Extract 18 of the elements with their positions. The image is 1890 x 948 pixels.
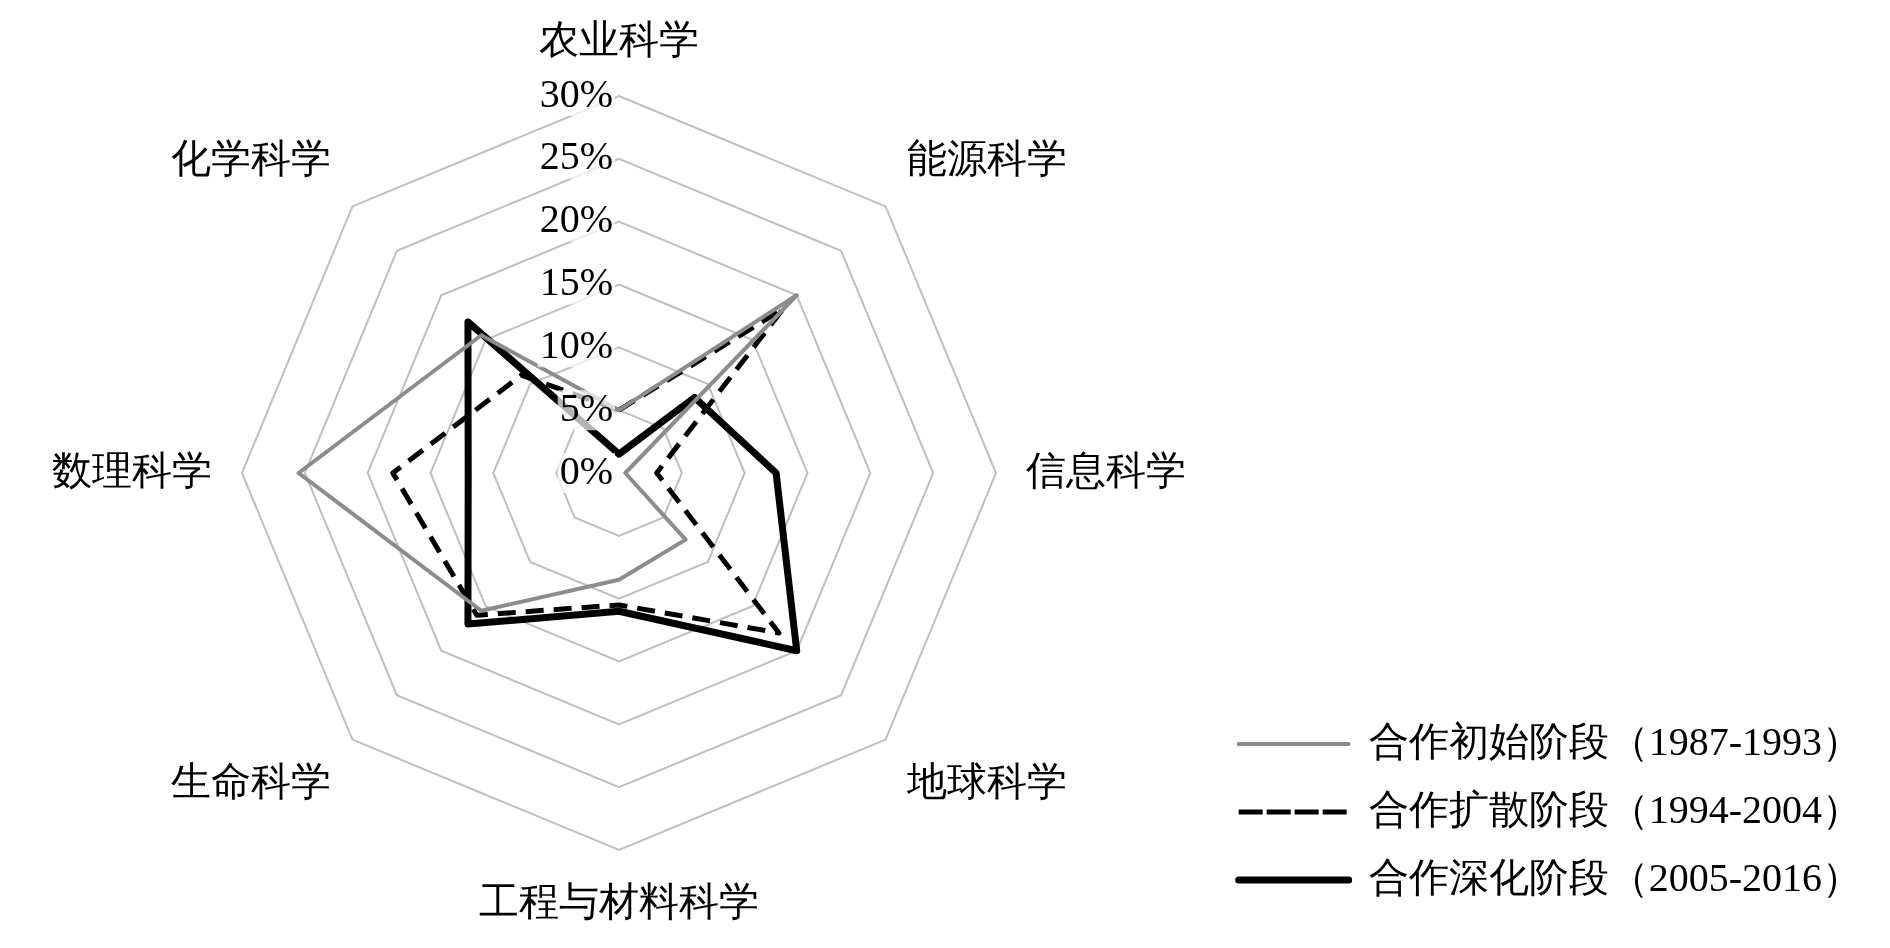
y-tick-label: 5% (559, 384, 613, 430)
spoke-label: 信息科学 (1026, 447, 1186, 493)
spoke-label: 数理科学 (52, 447, 212, 493)
y-tick-label: 10% (539, 321, 613, 367)
y-tick-label: 15% (539, 259, 613, 304)
y-tick-label: 25% (539, 133, 613, 179)
spoke-label: 能源科学 (906, 135, 1067, 181)
spoke-label: 生命科学 (171, 759, 332, 805)
legend-label: 合作扩散阶段（1994-2004） (1368, 786, 1863, 832)
legend-label: 合作初始阶段（1987-1993） (1368, 718, 1863, 764)
spoke-label: 化学科学 (171, 135, 332, 181)
spoke-label: 地球科学 (905, 759, 1067, 805)
spoke-label: 工程与材料科学 (479, 878, 759, 924)
y-tick-label: 0% (559, 447, 613, 493)
spoke-label: 农业科学 (539, 16, 699, 62)
y-tick-label: 20% (539, 196, 613, 242)
y-tick-label: 30% (539, 70, 613, 116)
legend-label: 合作深化阶段（2005-2016） (1368, 854, 1863, 900)
